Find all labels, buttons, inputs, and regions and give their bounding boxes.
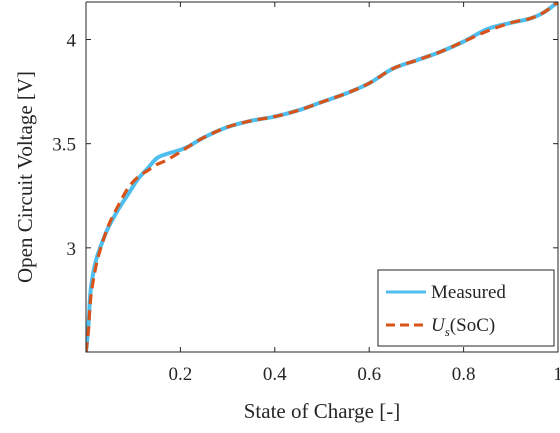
legend-label-us-rest: (SoC): [450, 315, 495, 336]
x-tick-label: 0.6: [357, 364, 381, 385]
y-tick-label: 3.5: [52, 135, 76, 156]
legend-label-us-base: U: [431, 315, 446, 336]
ticks-layer: 0.2 0.4 0.6 0.8 1 3 3.5 4: [52, 2, 560, 385]
x-tick-label: 0.2: [169, 364, 193, 385]
legend-box: [377, 269, 555, 347]
x-axis-label: State of Charge [-]: [244, 399, 400, 423]
y-axis-label: Open Circuit Voltage [V]: [13, 71, 37, 283]
legend: Measured Us(SoC): [377, 269, 555, 347]
x-tick-label: 0.4: [263, 364, 287, 385]
series-layer: [86, 2, 558, 352]
legend-label-measured: Measured: [431, 282, 506, 303]
x-tick-label: 0.8: [452, 364, 476, 385]
plot-area: 0.2 0.4 0.6 0.8 1 3 3.5 4: [52, 1, 560, 385]
x-tick-label: 1: [553, 364, 560, 385]
y-tick-label: 3: [67, 239, 77, 260]
series-line-us: [86, 2, 558, 352]
y-tick-label: 4: [67, 31, 77, 52]
legend-label-us: Us(SoC): [431, 315, 495, 339]
legend-label-us-sub: s: [445, 324, 450, 339]
